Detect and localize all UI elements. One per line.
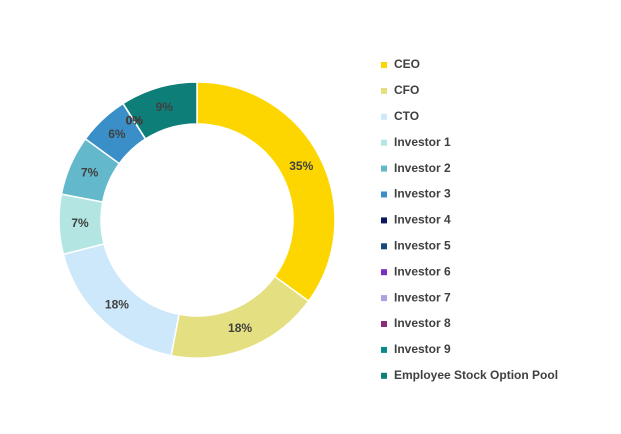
data-label: 18% (228, 321, 252, 335)
slice (196, 81, 336, 303)
legend-marker (381, 87, 387, 94)
legend-label: Employee Stock Option Pool (394, 368, 558, 382)
legend-marker (381, 191, 387, 198)
legend-marker (381, 62, 387, 68)
legend-label: CTO (394, 109, 419, 123)
legend-marker (381, 165, 387, 172)
legend-marker (381, 113, 387, 120)
data-label: 35% (289, 159, 313, 173)
legend-label: Investor 5 (394, 238, 451, 252)
legend-label: Investor 2 (394, 161, 451, 175)
data-label: 9% (156, 100, 174, 114)
legend-label: Investor 4 (394, 213, 451, 227)
legend-label: Investor 9 (394, 342, 451, 356)
data-label: 0% (126, 113, 144, 127)
slice (122, 81, 198, 140)
data-label: 0% (126, 113, 144, 127)
legend-label: Investor 1 (394, 135, 451, 149)
data-label: 0% (126, 113, 144, 127)
legend-label: CEO (394, 57, 420, 71)
data-label: 0% (126, 113, 144, 127)
legend-marker (381, 139, 387, 146)
legend-marker (381, 243, 387, 250)
data-label: 7% (81, 166, 99, 180)
data-label: 7% (71, 216, 89, 230)
data-label: 0% (126, 113, 144, 127)
legend-marker (381, 217, 387, 224)
legend-label: Investor 3 (394, 187, 451, 201)
data-label: 18% (105, 297, 129, 311)
legend-marker (381, 346, 387, 353)
legend-marker (381, 372, 387, 379)
slice (170, 275, 310, 359)
legend-label: CFO (394, 83, 419, 97)
legend-label: Investor 7 (394, 290, 451, 304)
legend-label: Investor 8 (394, 316, 451, 330)
legend-label: Investor 6 (394, 264, 451, 278)
legend-marker (381, 295, 387, 302)
data-label: 6% (108, 127, 126, 141)
legend-marker (381, 321, 387, 327)
data-label: 0% (126, 113, 144, 127)
legend-marker (381, 269, 387, 276)
